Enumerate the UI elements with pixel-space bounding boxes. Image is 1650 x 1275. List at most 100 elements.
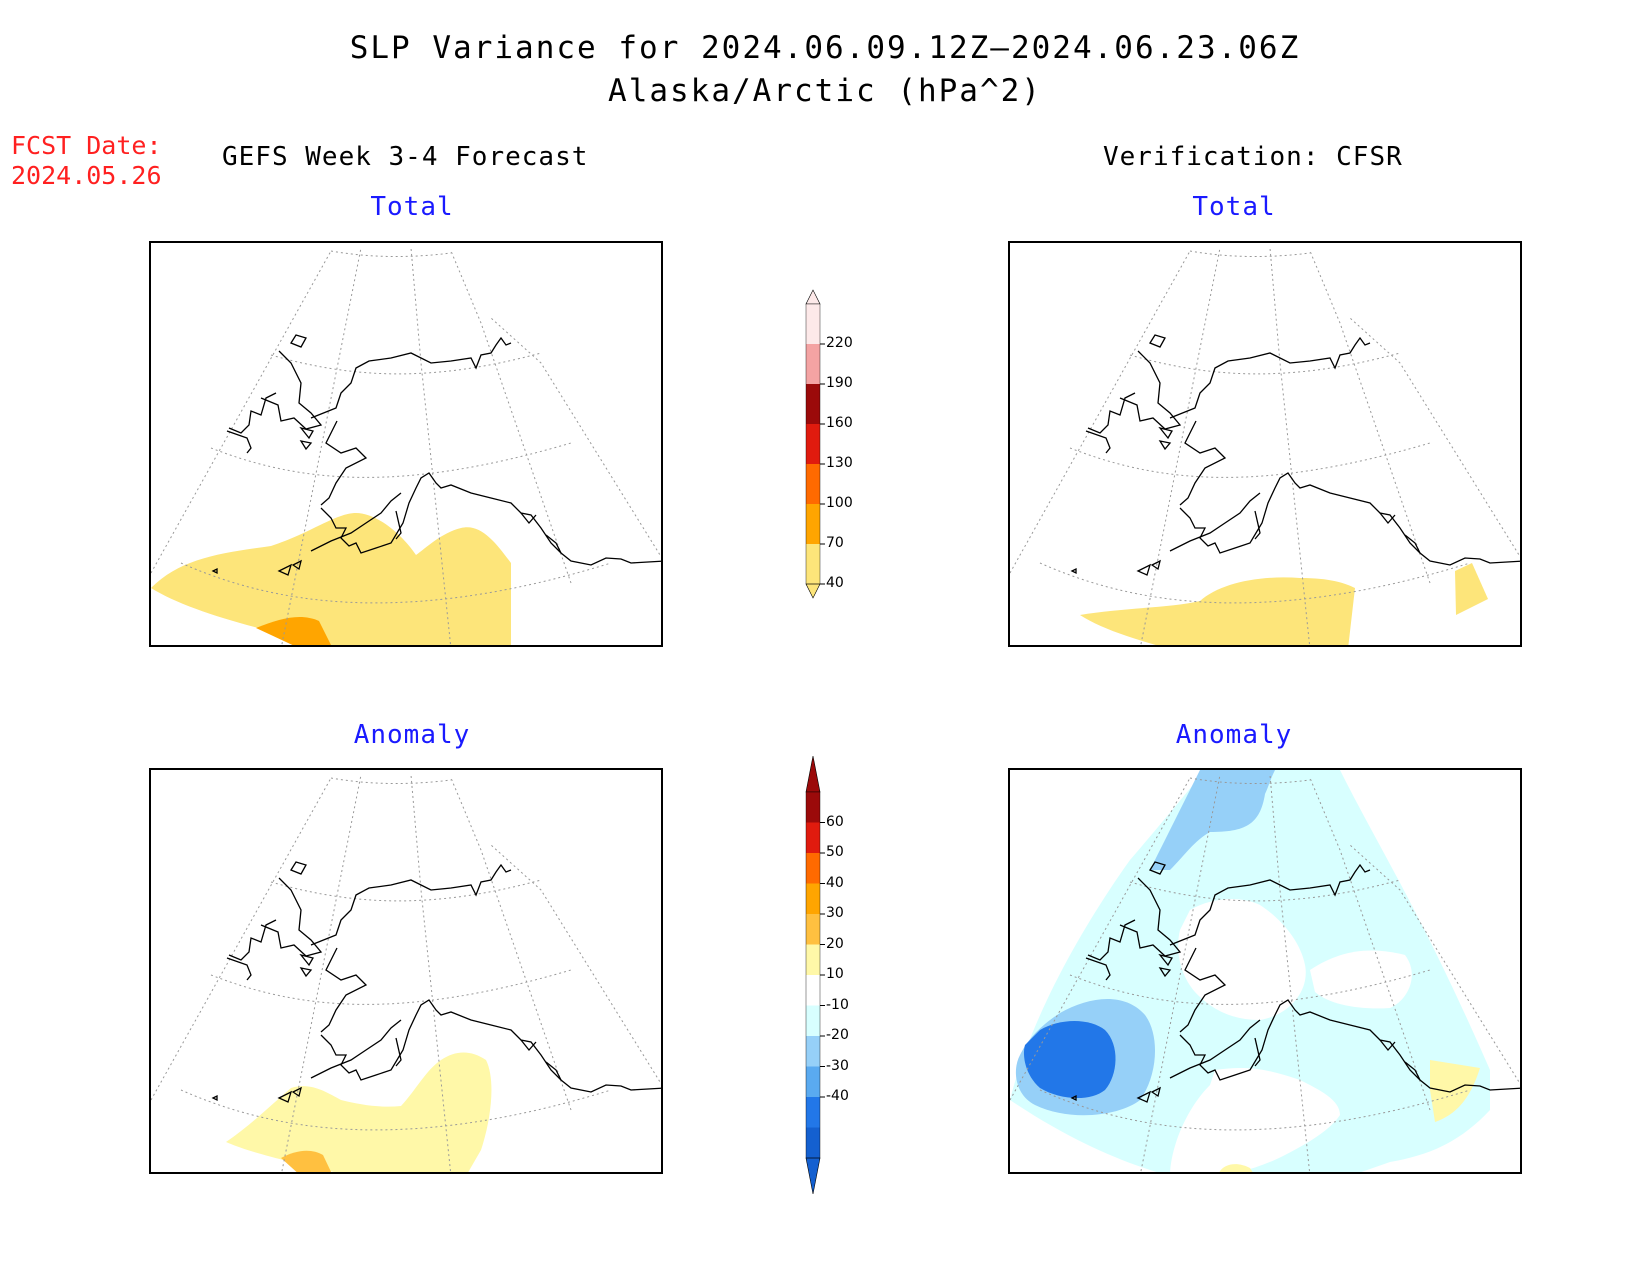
coastline-segment [299,953,314,967]
colorbar-swatch [806,1097,820,1128]
graticule [1010,247,1520,645]
coastline-segment [1149,334,1166,348]
graticule-line [180,1089,612,1131]
coastline-segment [277,563,293,576]
graticule-line [1349,317,1520,558]
graticule-line [1039,1089,1471,1131]
colorbar-swatch [806,1127,820,1158]
coastline-segment [299,426,314,440]
coastline-segment [1158,967,1172,978]
colorbar-swatch [806,304,820,344]
graticule-line [1309,250,1431,584]
coastline-segment [1070,1094,1077,1102]
graticule-line [270,352,542,375]
coastline-segment [1404,1061,1421,1081]
graticule [1010,774,1520,1172]
total-colorbar: 220 190 160 130 100 70 40 [800,284,900,620]
coastline-segment [211,567,218,575]
graticule-line [450,777,572,1111]
coastline-segment [1136,1090,1152,1103]
coastline-segment [291,559,302,571]
coastline-segment [395,510,402,540]
graticule-line [490,844,661,1085]
colorbar-bottom-arrow [805,1157,821,1195]
colorbar-swatch [806,344,820,384]
graticule-line [490,317,661,558]
coastline-segment [1085,957,1111,981]
coastline-segment [320,947,368,1033]
coastline-segment [520,512,537,525]
coastline-segment [1379,1039,1396,1052]
forecast-total-map [149,241,663,647]
coastline-segment [1087,919,1136,961]
coastline-segment [310,1019,402,1079]
colorbar-tick-label: 10 [826,966,844,982]
graticule-line [1069,969,1431,1005]
graticule-line [1010,250,1191,574]
forecast-total-label: Total [370,192,454,222]
colorbar-swatch [806,1036,820,1067]
colorbar-swatch [806,914,820,945]
colorbar-swatch [806,853,820,884]
colorbar-swatch [806,944,820,975]
forecast-anomaly-map [149,768,663,1174]
colorbar-tick-label: 60 [826,813,844,830]
coastline-segment [1085,430,1111,454]
coastline-segment [1087,392,1136,434]
coastline-segment [320,472,661,566]
colorbar-swatch [806,504,820,544]
fcst-date-value: 2024.05.26 [11,161,162,190]
coastline-segment [1136,563,1152,576]
colorbar-top-arrow [805,755,821,793]
figure-subtitle: Alaska/Arctic (hPa^2) [608,73,1042,109]
graticule-line [1010,777,1191,1101]
graticule-line [151,250,332,574]
graticule-line [151,777,332,1101]
graticule-line [410,247,452,645]
colorbar-tick-label: 100 [826,495,853,511]
colorbar-tick-label: 70 [826,535,844,551]
coastline-segment [1119,350,1182,430]
coastline-segment [1158,953,1173,967]
colorbar-tick-label: -20 [826,1027,849,1043]
coastline-segment [1169,492,1261,552]
graticule [151,774,661,1172]
coastline-segment [299,440,313,451]
coastline-segment [1179,947,1227,1033]
colorbar-swatch [806,822,820,853]
colorbar-bottom-arrow [805,583,821,599]
graticule-line [210,969,572,1005]
graticule-line [1349,844,1520,1085]
graticule [151,247,661,645]
graticule-line [281,247,362,645]
colorbar-swatch [806,464,820,504]
coastline-segment [310,336,512,419]
forecast-total-fill [151,513,511,645]
colorbar-swatch [806,384,820,424]
coastline-segment [1179,420,1227,506]
graticule-line [1129,352,1401,375]
coastline-segment [1179,472,1520,566]
coastline-segment [1158,440,1172,451]
colorbar-tick-label: -40 [826,1088,849,1104]
coastline-segment [1119,877,1182,957]
colorbar-tick-label: 20 [826,935,844,952]
colorbar-tick-label: 50 [826,844,844,860]
coastline [211,861,661,1103]
coastline-segment [1169,1019,1261,1079]
forecast-anomaly-label: Anomaly [353,720,471,750]
fcst-date-label: FCST Date: [11,131,162,160]
coastline-segment [290,861,307,875]
colorbar-swatch [806,1005,820,1036]
coastline-segment [291,1086,302,1098]
coastline [1070,334,1520,576]
graticule-line [1269,774,1311,1172]
figure-title: SLP Variance for 2024.06.09.12Z—2024.06.… [349,30,1301,66]
graticule-line [1039,562,1471,604]
coastline [1070,861,1520,1103]
coastline-segment [228,919,277,961]
graticule-line [410,774,452,1172]
graticule-line [1140,774,1221,1172]
verification-total-map [1008,241,1522,647]
coastline-segment [395,1037,402,1067]
